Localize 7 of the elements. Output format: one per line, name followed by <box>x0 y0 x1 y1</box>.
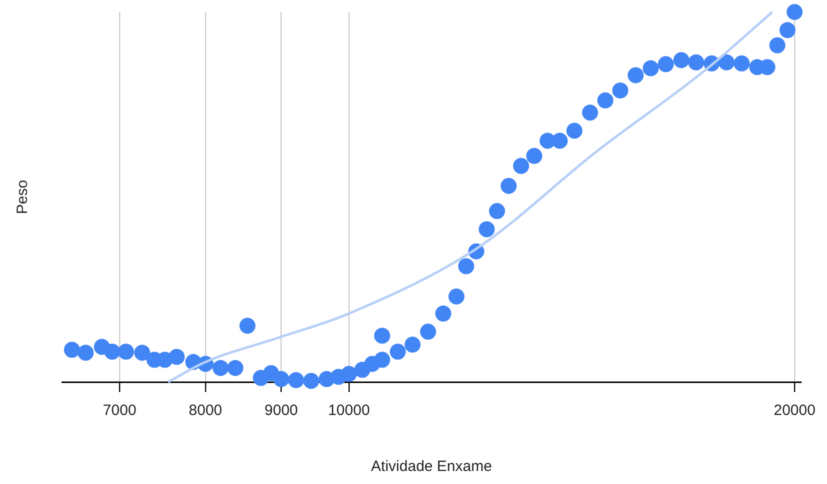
x-tick-label: 9000 <box>264 402 298 420</box>
x-tick-label: 10000 <box>328 402 370 420</box>
x-tick-label: 8000 <box>188 402 222 420</box>
y-axis-title: Peso <box>14 180 32 214</box>
x-tick-label: 20000 <box>774 402 816 420</box>
x-axis-title: Atividade Enxame <box>371 458 492 476</box>
x-tick-label: 7000 <box>102 402 136 420</box>
